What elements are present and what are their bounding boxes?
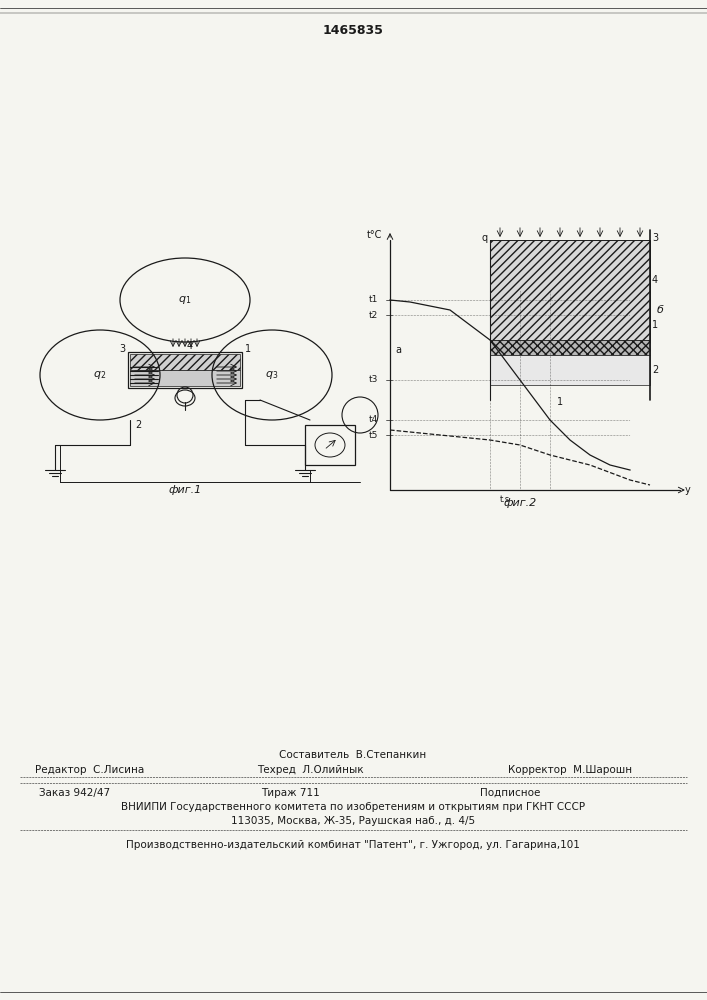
Text: Техред  Л.Олийнык: Техред Л.Олийнык bbox=[257, 765, 363, 775]
Bar bbox=[490, 340, 650, 355]
Bar bbox=[128, 352, 242, 388]
Text: Тираж 711: Тираж 711 bbox=[261, 788, 320, 798]
Text: б: б bbox=[657, 305, 663, 315]
Text: t1: t1 bbox=[368, 296, 378, 304]
Text: 113035, Москва, Ж-35, Раушская наб., д. 4/5: 113035, Москва, Ж-35, Раушская наб., д. … bbox=[231, 816, 475, 826]
Text: 4: 4 bbox=[187, 341, 193, 351]
Bar bbox=[490, 240, 650, 340]
Text: Подписное: Подписное bbox=[480, 788, 540, 798]
Text: ВНИИПИ Государственного комитета по изобретениям и открытиям при ГКНТ СССР: ВНИИПИ Государственного комитета по изоб… bbox=[121, 802, 585, 812]
Text: $q_2$: $q_2$ bbox=[93, 369, 107, 381]
Text: 3: 3 bbox=[652, 233, 658, 243]
Text: Составитель  В.Степанкин: Составитель В.Степанкин bbox=[279, 750, 426, 760]
Text: y: y bbox=[685, 485, 691, 495]
Text: 1: 1 bbox=[652, 320, 658, 330]
Text: t2: t2 bbox=[369, 310, 378, 320]
Text: t3: t3 bbox=[368, 375, 378, 384]
Text: Корректор  М.Шарошн: Корректор М.Шарошн bbox=[508, 765, 632, 775]
Text: t°C: t°C bbox=[367, 230, 382, 240]
Text: Производственно-издательский комбинат "Патент", г. Ужгород, ул. Гагарина,101: Производственно-издательский комбинат "П… bbox=[126, 840, 580, 850]
Text: Редактор  С.Лисина: Редактор С.Лисина bbox=[35, 765, 145, 775]
Text: 2: 2 bbox=[135, 420, 141, 430]
Text: q: q bbox=[482, 233, 488, 243]
Text: 3: 3 bbox=[119, 344, 125, 354]
Text: 4: 4 bbox=[652, 275, 658, 285]
Text: $q_1$: $q_1$ bbox=[178, 294, 192, 306]
Ellipse shape bbox=[175, 390, 195, 406]
Text: t5: t5 bbox=[368, 430, 378, 440]
Text: a: a bbox=[395, 345, 401, 355]
Text: 1: 1 bbox=[245, 344, 251, 354]
Bar bbox=[130, 354, 240, 370]
Text: 1465835: 1465835 bbox=[322, 23, 383, 36]
Text: Заказ 942/47: Заказ 942/47 bbox=[40, 788, 110, 798]
Text: $q_3$: $q_3$ bbox=[265, 369, 279, 381]
Text: t4: t4 bbox=[369, 416, 378, 424]
Text: 2: 2 bbox=[652, 365, 658, 375]
Bar bbox=[490, 355, 650, 385]
Bar bbox=[305, 425, 355, 465]
Bar bbox=[130, 370, 240, 386]
Text: фиг.1: фиг.1 bbox=[168, 485, 201, 495]
Text: t.s: t.s bbox=[500, 495, 510, 504]
Text: 1: 1 bbox=[557, 397, 563, 407]
Text: фиг.2: фиг.2 bbox=[503, 498, 537, 508]
